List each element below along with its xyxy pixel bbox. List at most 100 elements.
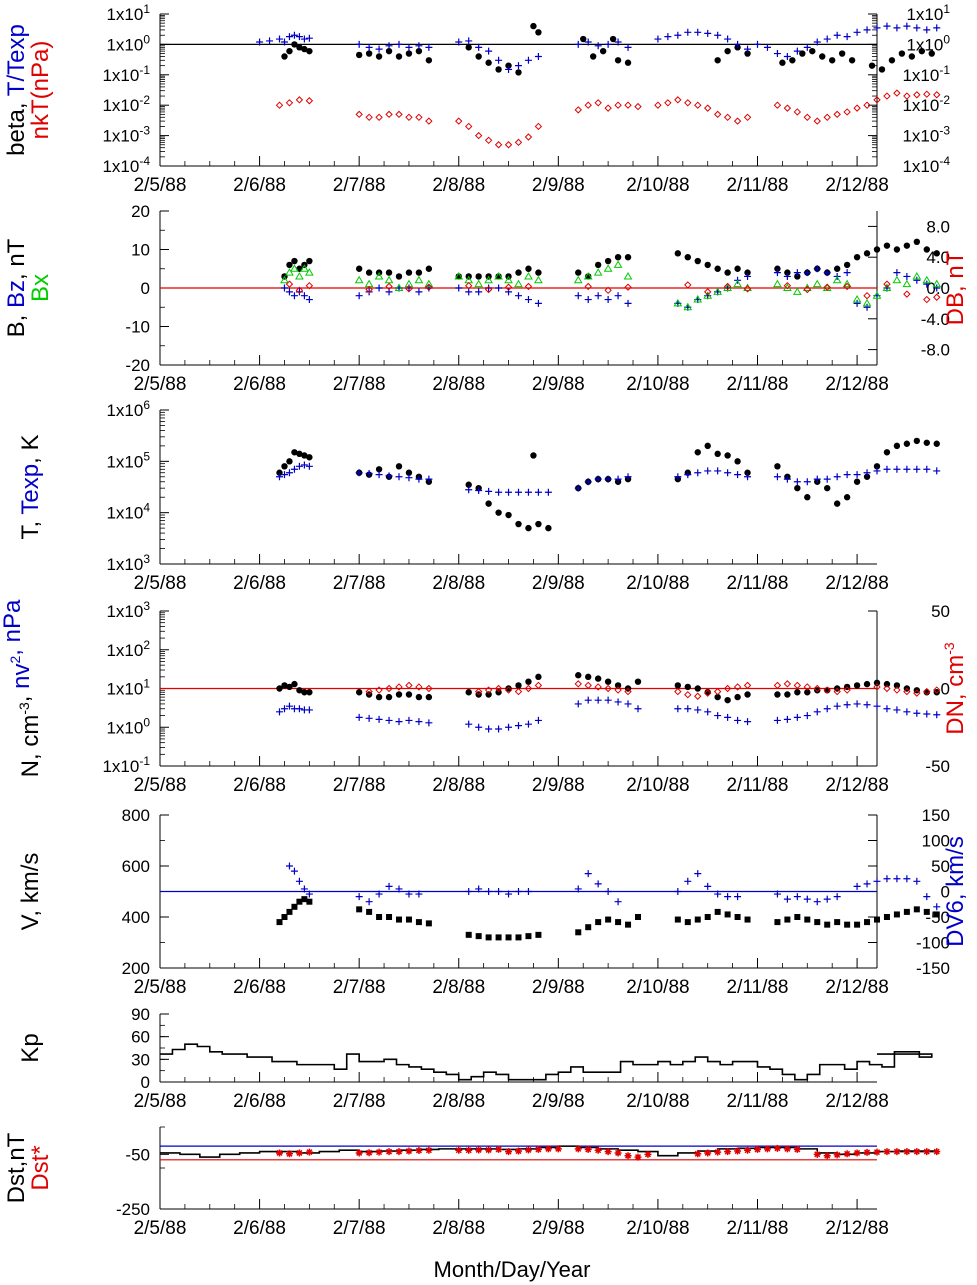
data-point — [355, 689, 363, 696]
data-point — [724, 713, 732, 721]
data-point — [305, 462, 313, 470]
data-point — [713, 687, 722, 696]
data-point — [913, 238, 921, 245]
data-point — [843, 686, 851, 694]
data-point — [883, 465, 891, 473]
data-point — [744, 473, 752, 481]
data-point — [873, 877, 881, 885]
data-point — [584, 296, 592, 304]
data-point — [799, 50, 806, 57]
data-point — [614, 38, 622, 46]
data-point — [809, 47, 816, 55]
data-point — [613, 260, 623, 268]
data-point — [873, 683, 881, 691]
data-point — [873, 463, 881, 470]
data-point — [425, 117, 433, 125]
data-point — [883, 280, 891, 288]
data-point — [524, 133, 533, 141]
data-point — [614, 254, 622, 261]
data-point — [824, 921, 831, 928]
x-tick-label: 2/12/88 — [825, 775, 888, 796]
data-point — [295, 705, 303, 713]
data-point — [844, 921, 851, 928]
data-point — [415, 718, 423, 726]
data-point — [475, 43, 483, 51]
data-point — [525, 524, 532, 532]
data-point — [291, 680, 298, 688]
x-tick-label: 2/8/88 — [432, 1091, 485, 1112]
x-tick-label: 2/8/88 — [432, 977, 485, 998]
data-point — [285, 862, 293, 870]
data-point — [624, 43, 632, 51]
data-point — [784, 691, 791, 698]
data-point — [465, 888, 473, 895]
right-tick-label: -8.0 — [921, 341, 950, 360]
data-point — [355, 893, 363, 901]
data-point — [515, 722, 522, 730]
data-point — [395, 691, 403, 698]
data-point — [783, 52, 791, 60]
data-point — [824, 484, 831, 492]
data-point — [504, 141, 513, 149]
data-point — [405, 474, 413, 482]
data-point — [474, 687, 483, 696]
data-point — [803, 478, 811, 486]
data-point — [465, 288, 473, 296]
data-point — [484, 136, 493, 145]
data-point — [784, 269, 791, 276]
data-point — [290, 465, 298, 473]
data-point — [694, 870, 702, 878]
data-point — [684, 877, 692, 885]
data-point — [694, 28, 702, 36]
data-point — [514, 279, 523, 288]
data-point — [275, 101, 284, 109]
data-point — [863, 1148, 871, 1156]
data-point — [395, 110, 403, 119]
right-tick-label: 4.0 — [926, 248, 950, 267]
data-point — [376, 914, 383, 920]
data-point — [301, 896, 308, 903]
data-point — [475, 885, 483, 893]
data-point — [624, 101, 632, 109]
data-point — [615, 919, 622, 926]
data-point — [356, 906, 363, 913]
data-point — [425, 475, 433, 483]
data-point — [834, 919, 841, 926]
data-point — [285, 469, 293, 477]
data-point — [485, 59, 492, 66]
data-point — [614, 57, 622, 64]
data-point — [903, 22, 911, 30]
data-point — [823, 895, 831, 903]
data-point — [883, 684, 891, 693]
data-point — [853, 700, 861, 708]
data-point — [754, 40, 761, 48]
data-point — [306, 454, 313, 461]
data-point — [530, 452, 537, 459]
x-tick-label: 2/9/88 — [532, 573, 585, 594]
data-point — [475, 933, 482, 940]
data-point — [724, 911, 731, 918]
data-point — [624, 299, 632, 307]
data-point — [804, 916, 811, 923]
data-point — [405, 285, 413, 293]
x-tick-label: 2/11/88 — [727, 1218, 789, 1239]
data-point — [863, 26, 871, 34]
data-point — [535, 269, 542, 276]
x-tick-label: 2/9/88 — [532, 175, 585, 196]
x-tick-label: 2/5/88 — [134, 573, 187, 594]
data-point — [415, 693, 423, 701]
data-point — [774, 919, 781, 926]
data-point — [634, 705, 642, 713]
data-point — [295, 286, 304, 295]
y-axis-label-2: Dst* — [27, 1145, 54, 1190]
data-point — [704, 261, 711, 269]
x-tick-label: 2/9/88 — [532, 775, 585, 796]
x-tick-label: 2/6/88 — [233, 775, 286, 796]
data-point — [674, 916, 681, 923]
data-point — [813, 117, 821, 125]
y-tick-label: 1x103 — [106, 552, 150, 574]
data-point — [534, 488, 542, 496]
data-point — [923, 710, 931, 718]
data-point — [654, 101, 662, 109]
